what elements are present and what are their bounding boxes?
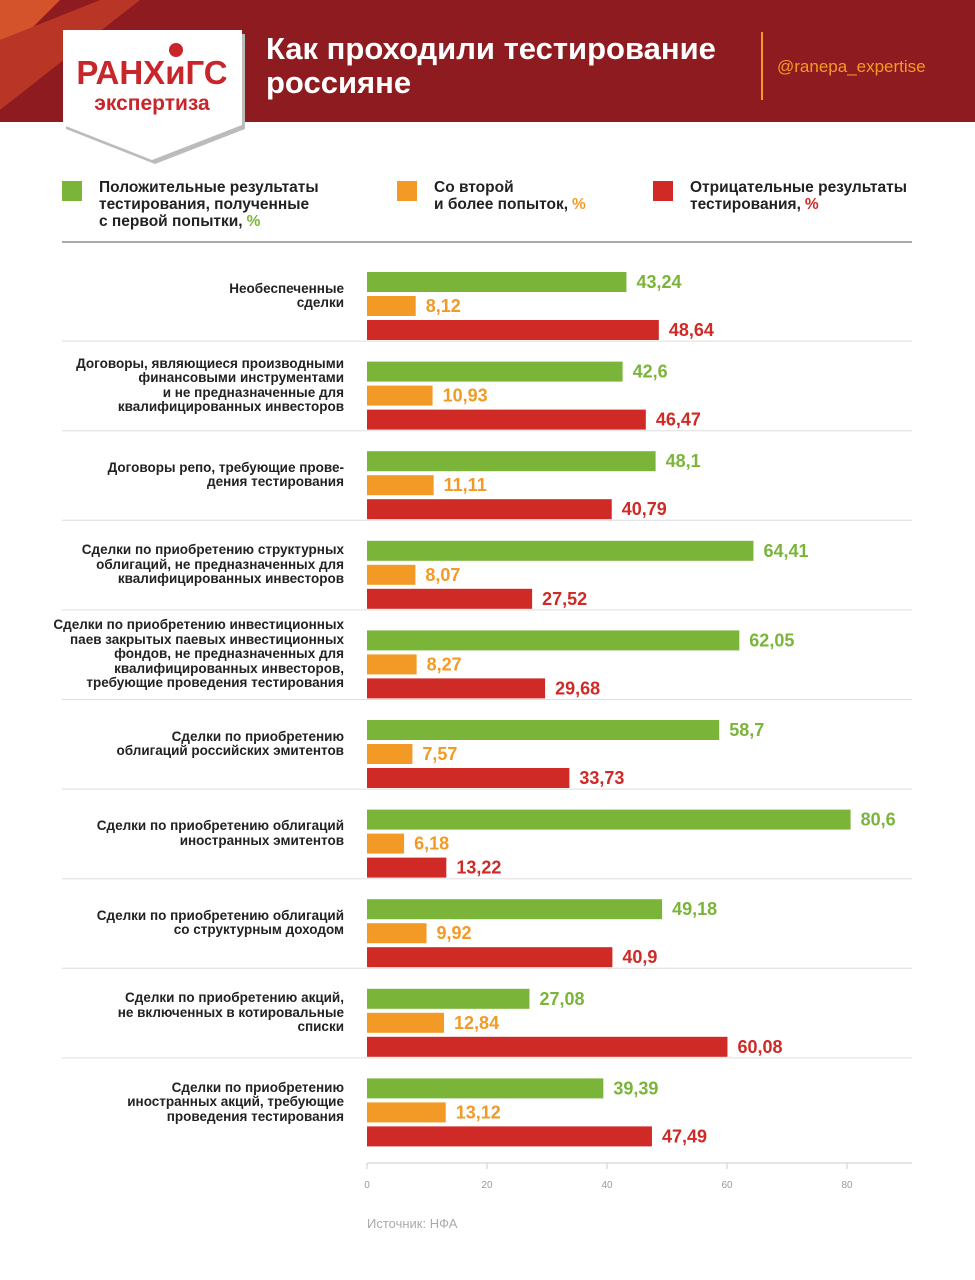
bar: [367, 499, 612, 520]
legend-swatch: [653, 181, 673, 201]
legend-swatch: [62, 181, 82, 201]
legend-unit: %: [246, 213, 261, 230]
title: Как проходили тестирование россияне: [266, 31, 716, 100]
legend-entry: Положительные результаты тестирования, п…: [99, 179, 319, 230]
bar: [367, 1126, 652, 1147]
bar: [367, 361, 623, 382]
category-label: Договоры репо, требующие прове- дения те…: [107, 459, 344, 490]
category-label: Сделки по приобретению акций, не включен…: [117, 990, 344, 1035]
legend-unit: %: [572, 196, 586, 213]
value-label: 39,39: [613, 1078, 658, 1098]
bar: [367, 630, 740, 651]
bar: [367, 1036, 728, 1057]
value-label: 47,49: [662, 1126, 707, 1146]
x-tick-label: 20: [481, 1180, 493, 1191]
value-label: 33,73: [579, 768, 624, 788]
value-label: 8,07: [425, 565, 460, 585]
logo-shield: [63, 30, 242, 160]
category-label: Сделки по приобретению инвестиционных па…: [53, 617, 344, 691]
x-tick-label: 40: [601, 1180, 613, 1191]
logo-sub: экспертиза: [94, 92, 210, 115]
bar: [367, 923, 427, 944]
value-label: 12,84: [454, 1013, 499, 1033]
category-label: Необеспеченные сделки: [229, 280, 344, 310]
legend-label: Со второй и более попыток,: [434, 179, 569, 213]
bar: [367, 988, 530, 1009]
logo-emblem: [169, 43, 183, 57]
category-label: Сделки по приобретению облигаций российс…: [116, 728, 344, 758]
value-label: 43,24: [636, 272, 681, 292]
bar: [367, 540, 754, 561]
bar: [367, 857, 447, 878]
value-label: 58,7: [729, 720, 764, 740]
value-label: 13,12: [456, 1102, 501, 1122]
value-label: 27,52: [542, 589, 587, 609]
bar: [367, 899, 663, 920]
legend-swatch: [397, 181, 417, 201]
bar: [367, 947, 613, 968]
category-label: Сделки по приобретению облигаций со стру…: [96, 907, 344, 938]
value-label: 7,57: [422, 744, 457, 764]
x-tick-label: 60: [721, 1180, 733, 1191]
bar: [367, 720, 720, 740]
bar: [367, 385, 433, 406]
value-label: 48,64: [669, 320, 714, 340]
value-label: 48,1: [666, 451, 701, 471]
bar: [367, 296, 416, 316]
value-label: 62,05: [749, 630, 794, 650]
bar: [367, 833, 405, 854]
x-tick-label: 0: [364, 1180, 370, 1191]
bar: [367, 809, 851, 830]
value-label: 11,11: [444, 475, 487, 495]
bar: [367, 475, 434, 496]
value-label: 29,68: [555, 678, 600, 698]
bar: [367, 1102, 446, 1123]
value-label: 8,27: [427, 654, 462, 674]
value-label: 40,9: [622, 947, 657, 967]
value-label: 13,22: [456, 858, 501, 878]
legend-label: Отрицательные результаты тестирования,: [690, 179, 907, 213]
value-label: 27,08: [539, 989, 584, 1009]
value-label: 6,18: [414, 834, 449, 854]
legend-label: Положительные результаты тестирования, п…: [99, 179, 319, 230]
x-tick-label: 80: [841, 1180, 853, 1191]
bar: [367, 1078, 604, 1099]
value-label: 60,08: [737, 1037, 782, 1057]
category-label: Договоры, являющиеся производными финанс…: [76, 355, 344, 415]
value-label: 42,6: [633, 362, 668, 382]
value-label: 9,92: [437, 923, 472, 943]
value-label: 49,18: [672, 899, 717, 919]
bar: [367, 564, 416, 585]
bar: [367, 272, 627, 292]
source: Источник: НФА: [367, 1216, 458, 1231]
logo-main: РАНХиГС: [76, 54, 227, 91]
handle: @ranepa_expertise: [777, 57, 926, 76]
value-label: 10,93: [443, 386, 488, 406]
value-label: 64,41: [763, 541, 808, 561]
value-label: 46,47: [656, 410, 701, 430]
bar: [367, 744, 413, 764]
legend-entry: Отрицательные результаты тестирования,%: [690, 179, 907, 213]
legend-entry: Со второй и более попыток,%: [434, 179, 586, 213]
bar: [367, 654, 417, 675]
value-label: 40,79: [622, 499, 667, 519]
value-label: 8,12: [426, 296, 461, 316]
bar: [367, 588, 533, 609]
category-label: Сделки по приобретению структурных облиг…: [81, 542, 344, 587]
value-label: 80,6: [861, 810, 896, 830]
bar: [367, 451, 656, 472]
bar: [367, 678, 546, 699]
category-label: Сделки по приобретению облигаций иностра…: [96, 818, 344, 848]
category-label: Сделки по приобретению иностранных акций…: [127, 1079, 344, 1124]
bar: [367, 409, 646, 430]
bar: [367, 1012, 445, 1033]
legend-unit: %: [804, 196, 819, 213]
bar: [367, 320, 659, 340]
bar: [367, 768, 570, 788]
